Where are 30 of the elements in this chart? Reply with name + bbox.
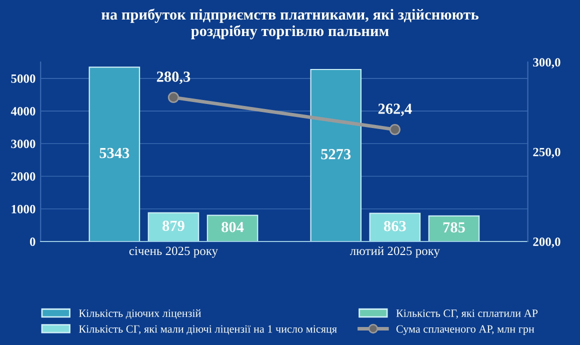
data-label: 863 xyxy=(384,220,406,232)
bar xyxy=(310,68,362,242)
bar xyxy=(428,215,480,242)
data-label: 785 xyxy=(443,222,465,233)
bar xyxy=(148,212,200,242)
y-tick-label: 1000 xyxy=(12,204,36,214)
bar xyxy=(88,66,140,242)
chart-title: на прибуток підприємств платниками, які здійснюють роздрібну торгівлю пальним xyxy=(102,8,478,40)
data-label: 5343 xyxy=(100,148,130,158)
y-tick-label: 0 xyxy=(30,238,36,246)
legend-label: Сума сплаченого АР, млн грн xyxy=(396,325,534,335)
data-label: 5273 xyxy=(321,149,351,160)
y-tick-label: 4000 xyxy=(10,107,36,116)
legend-label: Кількість діючих ліцензій xyxy=(78,309,201,320)
bar xyxy=(369,212,421,242)
x-tick-label: січень 2025 року xyxy=(129,246,218,258)
y2-tick-label: 250,0 xyxy=(533,148,560,158)
legend-label: Кількість СГ, які мали діючі ліцензії на 1 число місяця xyxy=(78,325,337,335)
data-label: 262,4 xyxy=(378,104,412,116)
y2-tick-label: 300,0 xyxy=(533,58,560,68)
bar xyxy=(206,214,258,242)
y-tick-label: 2000 xyxy=(11,172,36,181)
data-label: 879 xyxy=(162,220,184,231)
y2-tick-label: 200,0 xyxy=(533,238,560,248)
data-label: 280,3 xyxy=(156,72,190,84)
x-tick-label: лютий 2025 року xyxy=(350,246,440,258)
y-tick-label: 3000 xyxy=(11,140,36,148)
data-label: 804 xyxy=(222,222,244,232)
legend-label: Кількість СГ, які сплатили АР xyxy=(396,310,538,319)
y-tick-label: 5000 xyxy=(11,74,36,83)
